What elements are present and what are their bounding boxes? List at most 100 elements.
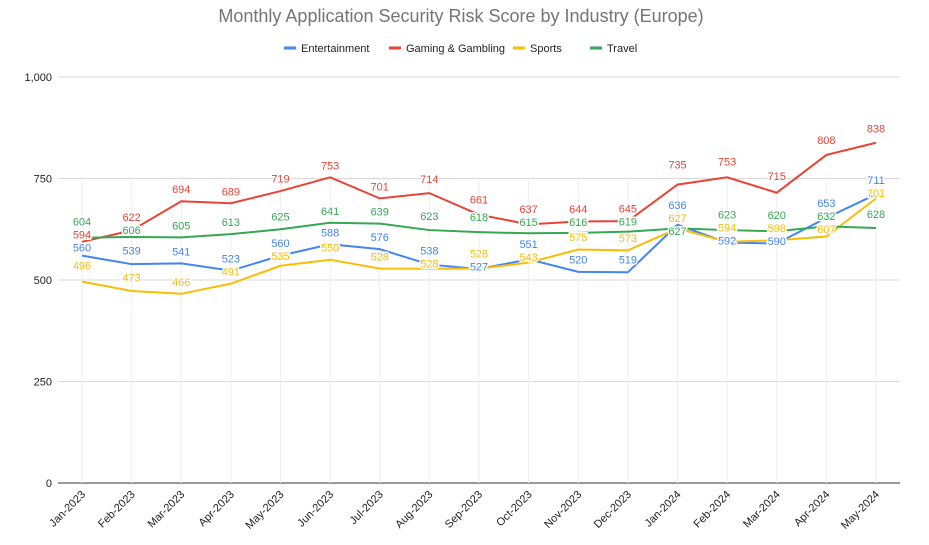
data-label: 606: [122, 225, 140, 237]
data-label: 644: [569, 204, 587, 216]
data-label: 623: [718, 209, 736, 221]
y-tick-label: 500: [34, 275, 52, 287]
data-label: 594: [718, 222, 736, 234]
data-label: 645: [619, 204, 637, 216]
data-label: 622: [122, 212, 140, 224]
data-label: 694: [172, 184, 190, 196]
data-label: 519: [619, 255, 637, 267]
data-label: 616: [569, 217, 587, 229]
legend-label: Sports: [530, 43, 562, 55]
data-label: 592: [718, 235, 736, 247]
data-label: 605: [172, 220, 190, 232]
y-tick-label: 750: [34, 174, 52, 186]
data-label: 588: [321, 227, 339, 239]
data-label: 613: [222, 217, 240, 229]
data-label: 625: [271, 212, 289, 224]
data-label: 539: [122, 246, 140, 258]
data-label: 719: [271, 173, 289, 185]
data-label: 753: [321, 160, 339, 172]
data-label: 628: [867, 209, 885, 221]
data-label: 560: [271, 238, 289, 250]
x-axis: Jan-2023 Feb-2023 Mar-2023 Apr-2023 May-2023…: [47, 489, 882, 532]
x-tick-label: Sep-2023: [443, 489, 485, 531]
data-label: 619: [619, 217, 637, 229]
data-labels: 6045945604966226065394736946055414666896…: [71, 122, 886, 290]
x-tick-label: Jan-2023: [47, 489, 88, 530]
data-label: 639: [371, 207, 389, 219]
gridlines: [58, 76, 900, 484]
data-label: 701: [371, 181, 389, 193]
series-line-gaming-gambling: [81, 141, 877, 243]
legend-item[interactable]: Sports: [513, 43, 562, 55]
data-label: 466: [172, 277, 190, 289]
data-label: 560: [73, 243, 91, 255]
data-label: 637: [519, 204, 537, 216]
data-label: 661: [470, 194, 488, 206]
legend-item[interactable]: Travel: [590, 43, 637, 55]
data-label: 543: [519, 252, 537, 264]
data-label: 618: [470, 212, 488, 224]
y-tick-label: 250: [34, 377, 52, 389]
x-tick-label: Dec-2023: [592, 489, 634, 531]
data-label: 523: [222, 254, 240, 266]
data-label: 808: [817, 135, 835, 147]
data-label: 623: [420, 211, 438, 223]
legend-label: Entertainment: [301, 43, 369, 55]
data-label: 620: [768, 210, 786, 222]
x-tick-label: Jul-2023: [348, 489, 386, 527]
legend: Entertainment Gaming & Gambling Sports Trav…: [284, 43, 637, 55]
x-tick-label: Jun-2023: [295, 489, 336, 530]
x-tick-label: Apr-2023: [197, 489, 237, 529]
series-line-travel: [81, 221, 877, 239]
data-label: 538: [420, 245, 438, 257]
data-label: 528: [420, 258, 438, 270]
data-label: 641: [321, 206, 339, 218]
data-label: 632: [817, 211, 835, 223]
data-label: 491: [222, 267, 240, 279]
data-label: 604: [73, 217, 91, 229]
data-label: 598: [768, 223, 786, 235]
data-label: 838: [867, 124, 885, 136]
x-tick-label: Nov-2023: [542, 489, 584, 531]
data-label: 473: [122, 272, 140, 284]
data-label: 576: [371, 232, 389, 244]
x-tick-label: Aug-2023: [393, 489, 435, 531]
legend-label: Travel: [607, 43, 637, 55]
legend-label: Gaming & Gambling: [406, 43, 505, 55]
chart-title: Monthly Application Security Risk Score …: [218, 6, 703, 26]
data-label: 653: [817, 198, 835, 210]
data-label: 627: [668, 226, 686, 238]
x-tick-label: Oct-2023: [494, 489, 534, 529]
data-label: 527: [470, 261, 488, 273]
data-label: 735: [668, 160, 686, 172]
series-line-sports: [81, 197, 877, 295]
data-label: 636: [668, 200, 686, 212]
data-label: 689: [222, 186, 240, 198]
x-tick-label: Mar-2024: [741, 489, 783, 531]
x-tick-label: Feb-2023: [96, 489, 138, 531]
data-label: 594: [73, 230, 91, 242]
data-label: 520: [569, 254, 587, 266]
data-label: 551: [519, 239, 537, 251]
data-label: 541: [172, 246, 190, 258]
data-label: 615: [519, 217, 537, 229]
data-label: 590: [768, 236, 786, 248]
data-label: 573: [619, 233, 637, 245]
data-label: 607: [817, 224, 835, 236]
data-label: 701: [867, 188, 885, 200]
legend-item[interactable]: Entertainment: [284, 43, 369, 55]
x-tick-label: Mar-2023: [146, 489, 188, 531]
x-tick-label: Feb-2024: [691, 489, 733, 531]
y-axis: 0 250 500 750 1,000: [24, 72, 52, 490]
y-tick-label: 1,000: [24, 72, 52, 84]
data-label: 575: [569, 232, 587, 244]
data-label: 528: [470, 248, 488, 260]
data-label: 496: [73, 260, 91, 272]
data-label: 714: [420, 174, 438, 186]
data-label: 715: [768, 171, 786, 183]
data-label: 535: [271, 251, 289, 263]
x-tick-label: May-2023: [244, 489, 287, 532]
legend-item[interactable]: Gaming & Gambling: [389, 43, 505, 55]
